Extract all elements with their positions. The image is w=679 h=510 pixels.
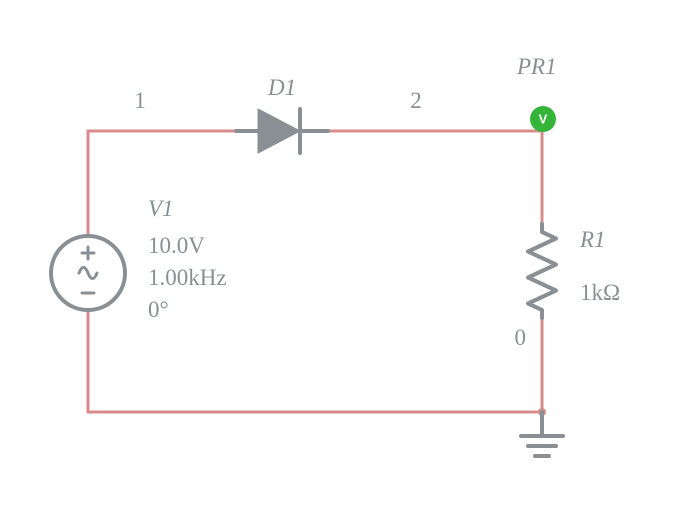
- node-label-2: 2: [410, 88, 422, 113]
- sine-icon: [79, 267, 97, 278]
- source-value: 10.0V: [148, 233, 205, 258]
- probe-glyph: V: [539, 112, 548, 127]
- node-label-0: 0: [515, 325, 527, 350]
- plus-icon: [82, 247, 94, 259]
- resistor: [528, 224, 556, 318]
- diode-triangle: [258, 109, 300, 153]
- source-name: V1: [148, 196, 174, 221]
- diode-name: D1: [267, 75, 296, 100]
- resistor-name: R1: [579, 227, 606, 252]
- resistor-value: 1kΩ: [580, 280, 620, 305]
- circuit-schematic: V1 10.0V 1.00kHz 0° D1 R1 1kΩ V PR1 1 2 0: [0, 0, 679, 510]
- node-label-1: 1: [134, 88, 146, 113]
- probe-name: PR1: [516, 54, 557, 79]
- source-value: 0°: [148, 297, 169, 322]
- source-value: 1.00kHz: [148, 265, 227, 290]
